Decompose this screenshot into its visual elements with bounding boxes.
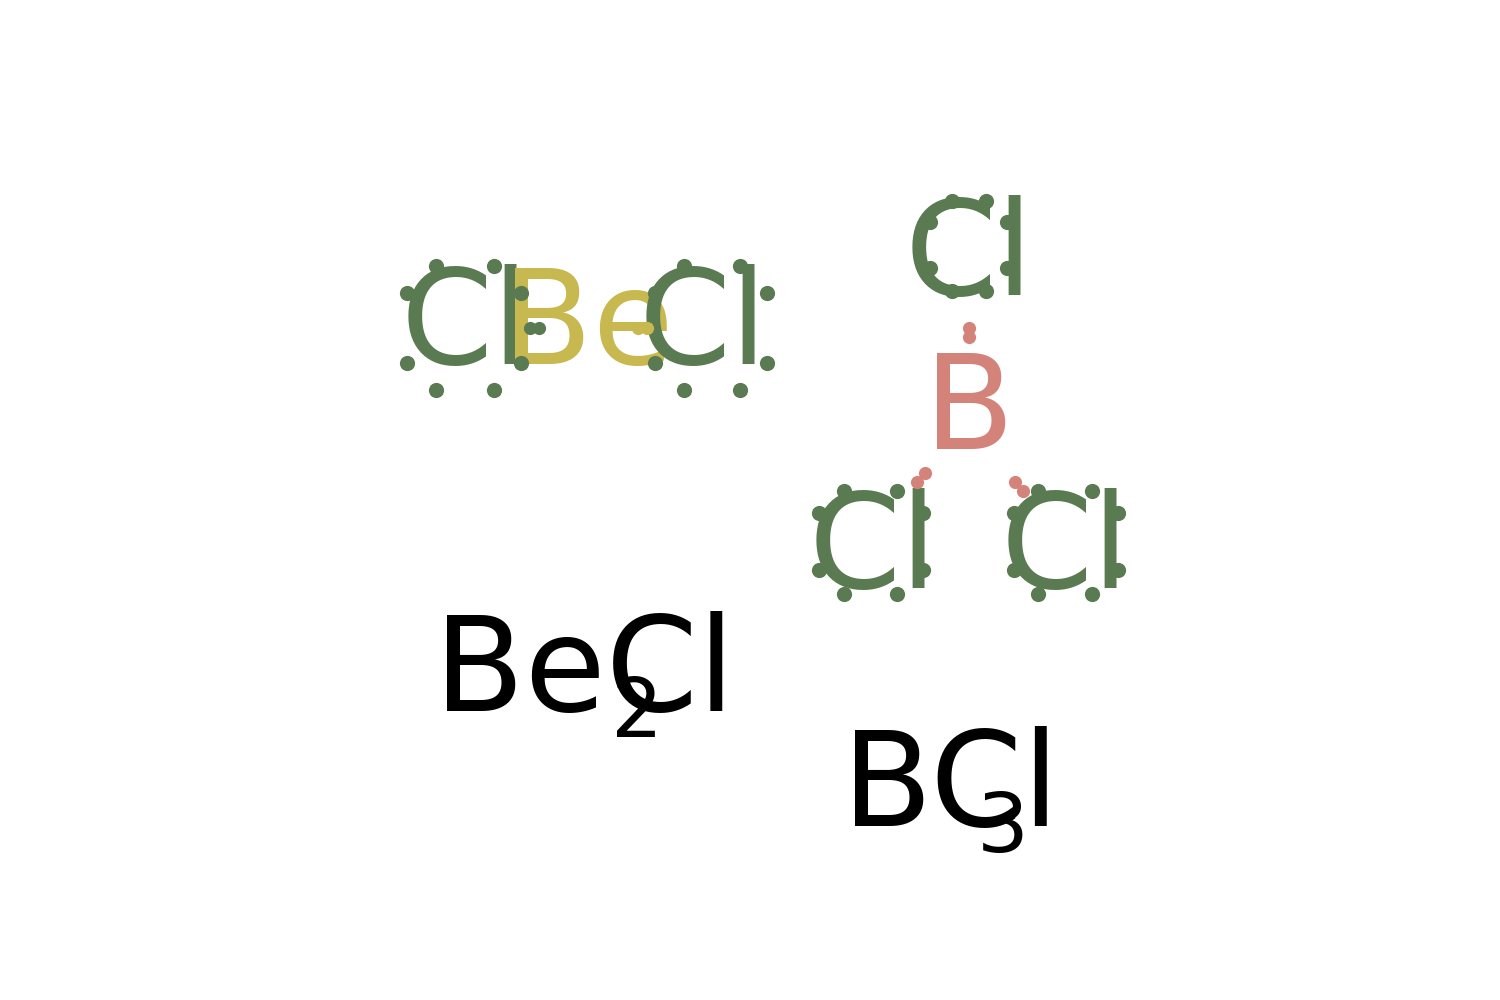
Point — [957, 329, 981, 345]
Point — [729, 258, 753, 274]
Point — [424, 258, 448, 274]
Point — [754, 285, 778, 301]
Point — [996, 260, 1020, 276]
Point — [833, 483, 856, 499]
Point — [940, 193, 964, 209]
Point — [754, 355, 778, 371]
Point — [807, 562, 831, 578]
Point — [974, 193, 998, 209]
Text: Cl: Cl — [1000, 488, 1130, 615]
Point — [729, 381, 753, 397]
Point — [1026, 586, 1050, 602]
Point — [957, 320, 981, 336]
Point — [1004, 474, 1028, 490]
Point — [974, 283, 998, 299]
Point — [518, 320, 542, 336]
Point — [918, 214, 942, 230]
Point — [1011, 483, 1035, 499]
Point — [906, 474, 930, 490]
Text: BeCl: BeCl — [433, 611, 735, 738]
Point — [1026, 483, 1050, 499]
Text: Cl: Cl — [400, 264, 530, 391]
Text: Be: Be — [503, 264, 674, 391]
Point — [509, 355, 532, 371]
Point — [1080, 586, 1104, 602]
Point — [509, 285, 532, 301]
Point — [914, 465, 938, 481]
Text: 3: 3 — [976, 790, 1029, 869]
Text: Cl: Cl — [639, 264, 768, 391]
Point — [1080, 483, 1104, 499]
Point — [644, 355, 668, 371]
Point — [634, 320, 658, 336]
Point — [1106, 562, 1130, 578]
Text: 2: 2 — [610, 675, 663, 754]
Point — [910, 562, 934, 578]
Point — [1106, 505, 1130, 521]
Text: Cl: Cl — [904, 195, 1034, 322]
Point — [672, 381, 696, 397]
Point — [672, 258, 696, 274]
Point — [482, 381, 506, 397]
Point — [910, 505, 934, 521]
Point — [482, 258, 506, 274]
Text: BCl: BCl — [842, 726, 1059, 853]
Point — [940, 283, 964, 299]
Point — [626, 320, 650, 336]
Text: B: B — [924, 349, 1014, 476]
Point — [807, 505, 831, 521]
Text: Cl: Cl — [808, 488, 938, 615]
Point — [918, 260, 942, 276]
Point — [394, 355, 418, 371]
Point — [996, 214, 1020, 230]
Point — [885, 586, 909, 602]
Point — [644, 285, 668, 301]
Point — [885, 483, 909, 499]
Point — [424, 381, 448, 397]
Point — [528, 320, 552, 336]
Point — [394, 285, 418, 301]
Point — [1002, 562, 1026, 578]
Point — [1002, 505, 1026, 521]
Point — [833, 586, 856, 602]
